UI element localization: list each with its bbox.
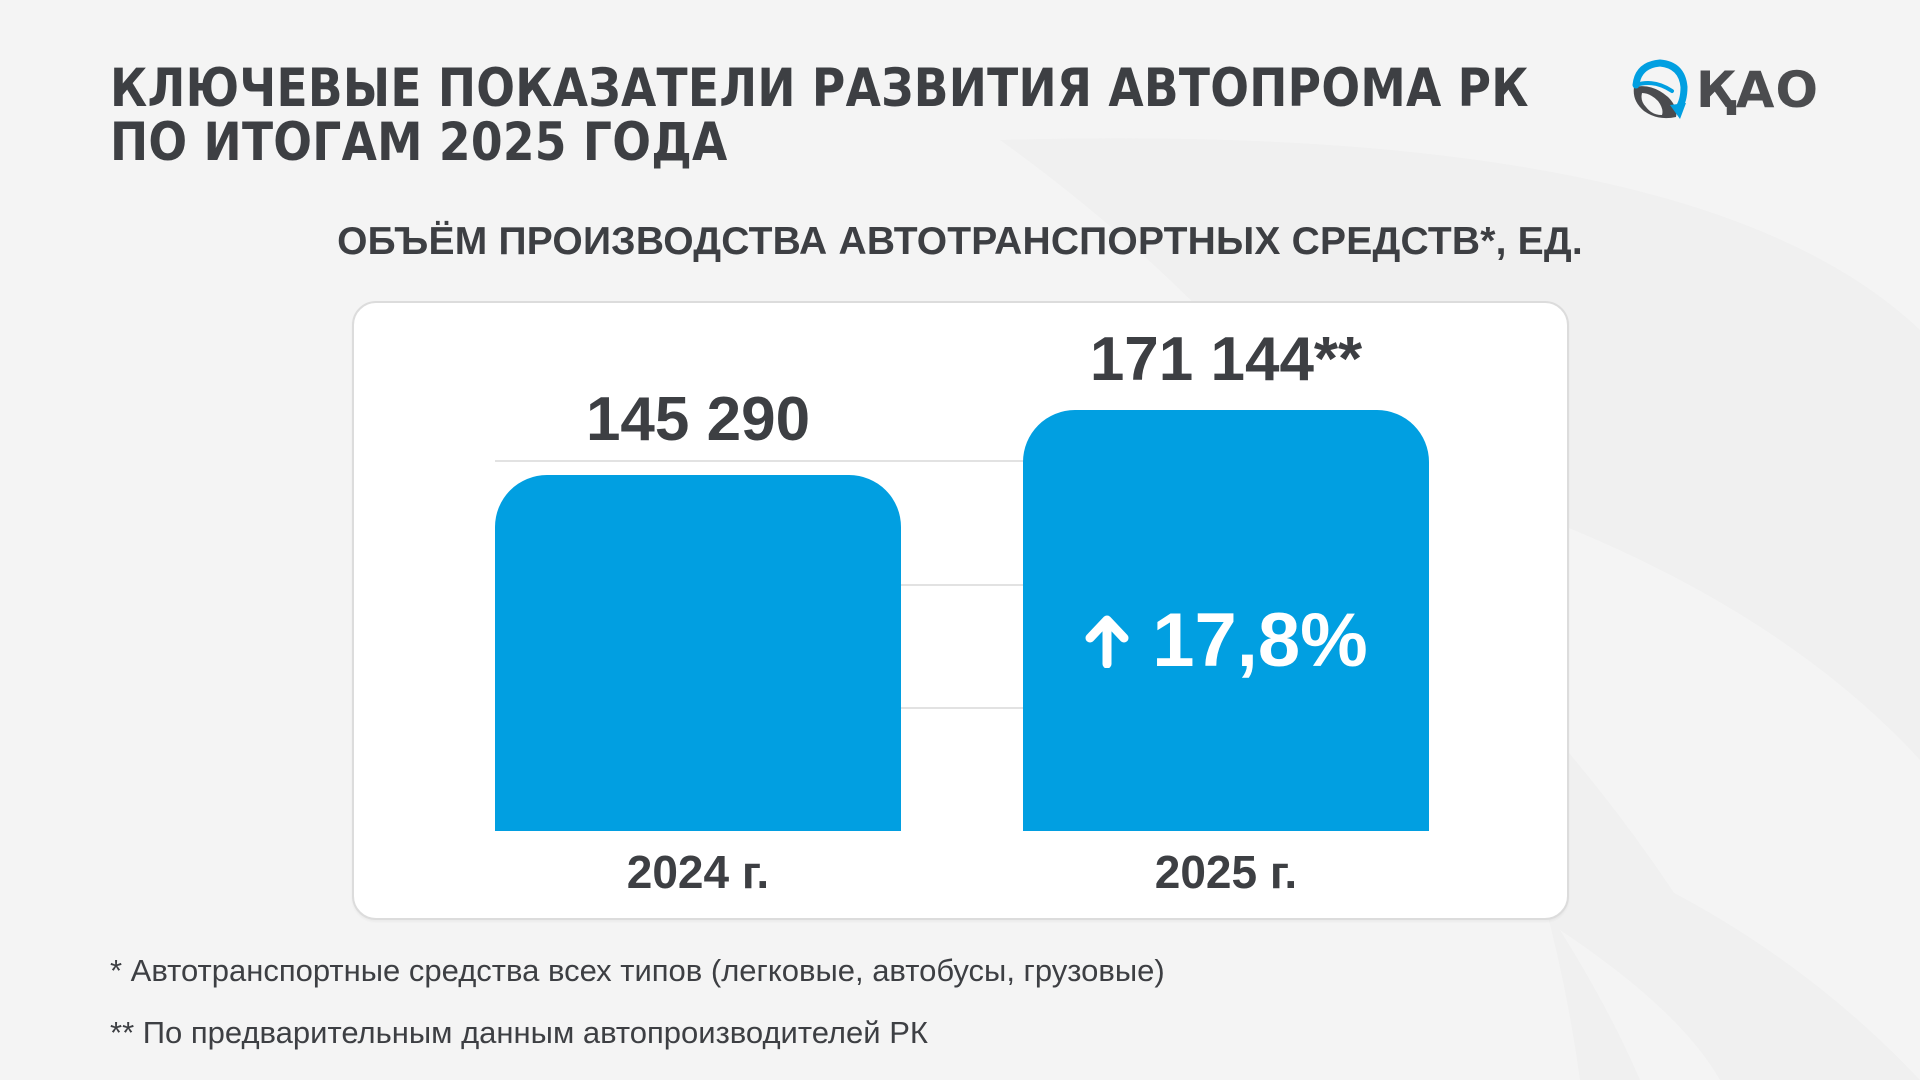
chart-title: ОБЪЁМ ПРОИЗВОДСТВА АВТОТРАНСПОРТНЫХ СРЕД… — [337, 220, 1583, 263]
logo-text: ҚАО — [1696, 61, 1819, 119]
bar-2024 — [495, 475, 901, 831]
bar-value-label-2025: 171 144** — [1089, 325, 1363, 394]
title-line-2: ПО ИТОГАМ 2025 ГОДА — [110, 112, 728, 173]
footnote-2: ** По предварительным данным автопроизво… — [110, 1015, 928, 1050]
gridline — [495, 460, 1429, 462]
page-title: КЛЮЧЕВЫЕ ПОКАЗАТЕЛИ РАЗВИТИЯ АВТОПРОМА Р… — [110, 62, 1529, 170]
category-label-2024: 2024 г. — [626, 846, 770, 898]
chart-card: 145 290 2024 г. 171 144** 2025 г. 17,8% — [352, 301, 1569, 920]
logo: ҚАО — [1628, 58, 1819, 122]
kao-logo-icon — [1632, 59, 1688, 119]
bar-value-label-2024: 145 290 — [585, 385, 811, 454]
title-line-1: КЛЮЧЕВЫЕ ПОКАЗАТЕЛИ РАЗВИТИЯ АВТОПРОМА Р… — [110, 58, 1529, 119]
growth-annotation: 17,8% — [1023, 603, 1429, 679]
growth-percent: 17,8% — [1152, 598, 1368, 683]
footnotes: * Автотранспортные средства всех типов (… — [110, 952, 1165, 1076]
footnote-1: * Автотранспортные средства всех типов (… — [110, 953, 1165, 988]
bar-2025 — [1023, 410, 1429, 831]
gridline — [495, 707, 1429, 709]
arrow-up-icon — [1085, 615, 1129, 668]
gridline — [495, 584, 1429, 586]
category-label-2025: 2025 г. — [1154, 846, 1298, 898]
